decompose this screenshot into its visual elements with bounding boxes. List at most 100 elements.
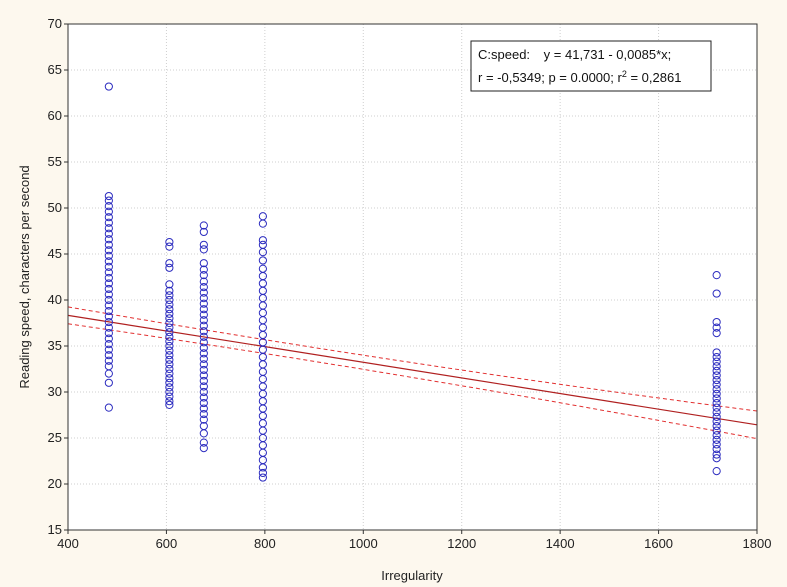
y-tick-label: 35: [48, 338, 62, 353]
x-tick-label: 800: [254, 536, 276, 551]
data-point: [712, 450, 721, 459]
data-point: [199, 294, 208, 303]
regression-line: [67, 314, 758, 426]
data-point: [199, 316, 208, 325]
data-point: [165, 397, 174, 406]
data-point: [199, 338, 208, 347]
data-point: [712, 348, 721, 357]
data-point: [165, 318, 174, 328]
data-point: [104, 403, 113, 412]
data-point: [712, 467, 721, 476]
data-point: [104, 284, 113, 294]
data-point: [165, 378, 174, 387]
data-point: [104, 246, 113, 255]
x-tick-label: 1400: [546, 536, 575, 551]
y-tick-label: 55: [48, 154, 62, 169]
data-point: [258, 463, 267, 472]
data-point: [712, 417, 721, 426]
data-point: [199, 415, 208, 424]
data-point: [104, 306, 113, 316]
data-point: [712, 394, 721, 403]
data-point: [712, 389, 721, 398]
data-point: [712, 431, 721, 440]
x-axis-label: Irregularity: [381, 568, 443, 583]
data-point: [165, 337, 174, 346]
data-point: [199, 265, 208, 274]
data-point: [199, 376, 208, 386]
data-point: [104, 323, 113, 332]
data-point: [199, 365, 208, 375]
data-point: [712, 403, 721, 412]
y-tick-labels: 15 20 25 30 35 40 45 50 55 60 65 70: [48, 16, 62, 537]
svg-text:C:speed: y = 41,731 - 0,: C:speed: y = 41,731 - 0,0085*x;: [478, 47, 671, 62]
x-tick-label: 400: [57, 536, 79, 551]
data-point: [258, 468, 267, 478]
data-point: [165, 280, 174, 289]
data-point: [199, 398, 208, 408]
data-point: [199, 240, 208, 249]
data-point: [199, 321, 208, 330]
y-tick-label: 45: [48, 246, 62, 261]
stats-equation: y = 41,731 - 0,0085*x;: [544, 47, 672, 62]
data-point: [165, 360, 174, 369]
data-point: [712, 352, 721, 362]
data-point: [104, 378, 113, 387]
y-tick-label: 25: [48, 430, 62, 445]
svg-text:r = -0,5349; p = 0.0000; r2 =: r = -0,5349; p = 0.0000; r2 = 0,2861: [478, 69, 681, 85]
plot-area: [67, 23, 758, 531]
x-tick-label: 600: [156, 536, 178, 551]
data-point: [165, 392, 174, 401]
data-point: [199, 299, 208, 308]
data-point: [199, 382, 208, 391]
data-point: [165, 369, 174, 378]
data-point: [104, 268, 113, 277]
confidence-lower-line: [67, 323, 758, 440]
y-tick-label: 60: [48, 108, 62, 123]
data-point: [199, 354, 208, 363]
data-point: [165, 300, 174, 309]
data-point: [199, 393, 208, 402]
data-point: [199, 438, 208, 447]
data-point: [104, 196, 113, 205]
data-point: [165, 355, 174, 364]
data-point: [104, 329, 113, 338]
data-point: [104, 207, 113, 216]
regression-stats-box: C:speed: y = 41,731 - 0,0085*x; r = -0,5…: [470, 40, 712, 92]
data-point: [104, 340, 113, 349]
data-point: [165, 305, 174, 314]
data-point: [104, 356, 113, 365]
data-point: [199, 387, 208, 397]
data-point: [712, 323, 721, 332]
x-tick-label: 1200: [447, 536, 476, 551]
data-point: [199, 283, 208, 292]
data-point: [199, 310, 208, 319]
data-points: [104, 82, 721, 482]
data-point: [199, 245, 208, 254]
data-point: [104, 351, 113, 360]
data-point: [165, 242, 174, 251]
data-point: [199, 288, 208, 297]
data-point: [712, 398, 721, 408]
data-point: [104, 224, 113, 233]
y-tick-label: 30: [48, 384, 62, 399]
confidence-band: [67, 306, 758, 440]
data-point: [104, 295, 113, 305]
data-point: [199, 277, 208, 286]
data-point: [712, 426, 721, 435]
stats-r2-value: = 0,2861: [627, 70, 682, 85]
data-point: [165, 259, 174, 268]
x-tick-label: 1800: [743, 536, 772, 551]
data-point: [165, 286, 174, 295]
data-point: [199, 371, 208, 380]
data-point: [712, 371, 721, 380]
data-point: [712, 454, 721, 463]
data-point: [199, 404, 208, 413]
data-point: [104, 301, 113, 310]
data-point: [104, 82, 113, 91]
data-point: [104, 218, 113, 227]
data-point: [104, 191, 113, 201]
data-point: [199, 332, 208, 341]
data-point: [712, 444, 721, 454]
regression-fit-line: [67, 314, 758, 426]
data-point: [104, 251, 113, 260]
